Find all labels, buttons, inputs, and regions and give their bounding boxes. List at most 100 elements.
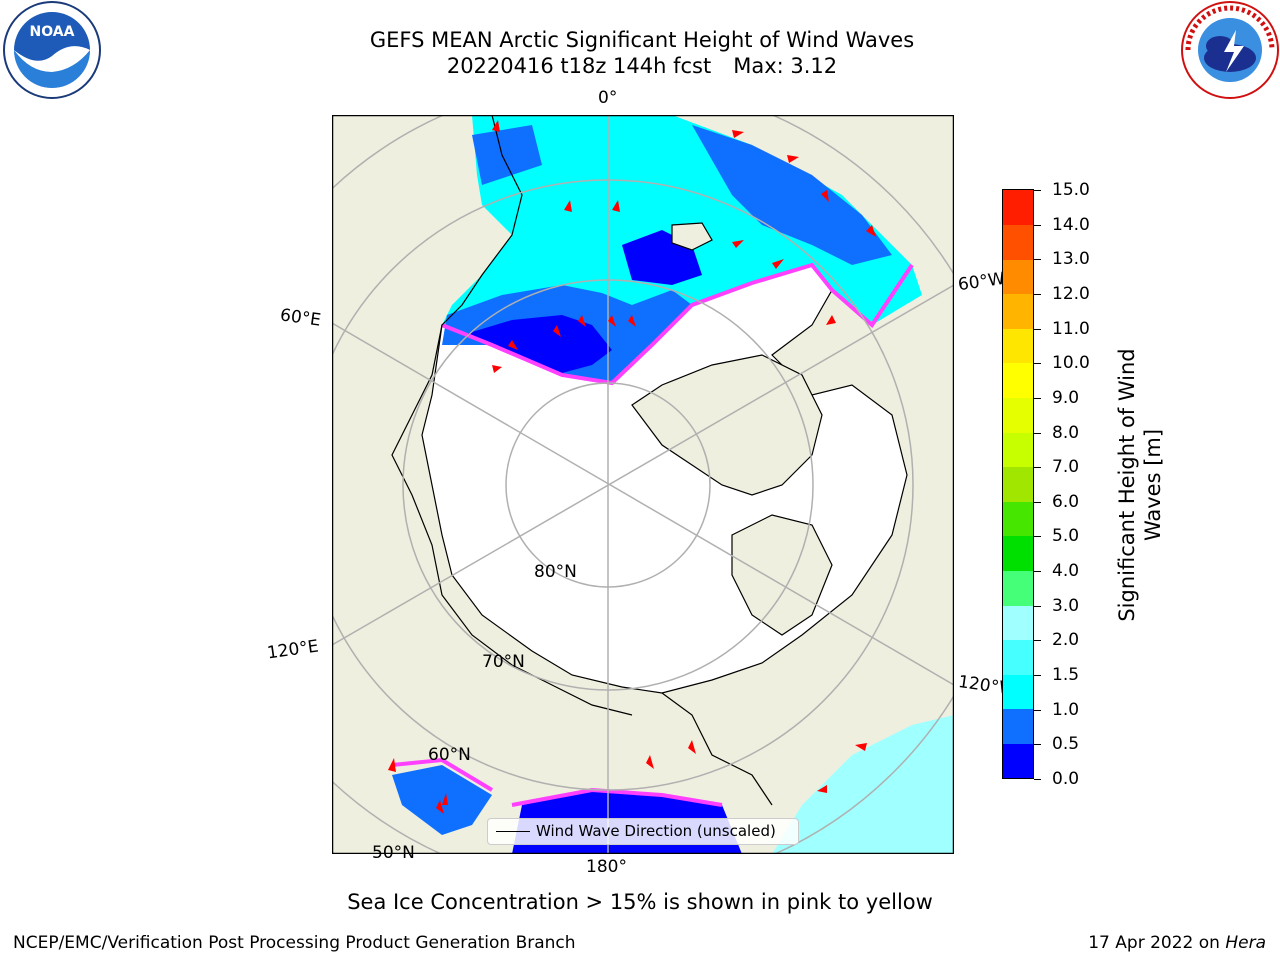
colorbar-segment	[1003, 432, 1033, 468]
colorbar-tick-label: 15.0	[1052, 180, 1090, 200]
colorbar-tick-label: 5.0	[1052, 526, 1080, 547]
colorbar-tick	[1034, 709, 1041, 711]
colorbar-tick-label: 11.0	[1052, 318, 1090, 339]
label-lon-120e: 120°E	[265, 636, 320, 664]
wind-arrow	[608, 315, 616, 327]
wind-arrow	[732, 240, 744, 248]
colorbar-segment	[1003, 570, 1033, 606]
colorbar-tick-label: 8.0	[1052, 422, 1080, 443]
chart-subtitle: 20220416 t18z 144h fcst Max: 3.12	[0, 53, 1280, 79]
colorbar-tick	[1034, 328, 1041, 330]
wind-arrow	[772, 259, 784, 269]
wind-arrow	[787, 155, 799, 163]
wind-arrow	[732, 130, 744, 138]
colorbar-segment	[1003, 605, 1033, 641]
colorbar-tick-label: 12.0	[1052, 283, 1090, 304]
colorbar-segment	[1003, 674, 1033, 710]
datestamp-host: Hera	[1225, 933, 1266, 953]
wind-arrow	[646, 755, 654, 769]
colorbar-tick-label: 1.5	[1052, 665, 1080, 686]
colorbar-segment	[1003, 535, 1033, 571]
wind-arrow	[436, 800, 444, 814]
colorbar-tick	[1034, 571, 1041, 573]
noaa-logo-text: NOAA	[30, 24, 75, 40]
colorbar-tick	[1034, 467, 1041, 469]
colorbar-segment	[1003, 362, 1033, 399]
wind-arrow	[492, 365, 502, 373]
sea-ice-edge-bering	[511, 787, 723, 807]
wind-arrow	[628, 315, 636, 327]
colorbar-title-line2: Waves [m]	[1141, 428, 1165, 542]
wind-arrow	[578, 315, 586, 327]
wind-arrow	[492, 120, 500, 132]
wind-arrow	[553, 325, 561, 337]
wind-arrow	[508, 340, 518, 350]
colorbar	[1002, 189, 1034, 779]
wind-arrow	[612, 200, 620, 212]
canadian-archipelago-coast	[731, 514, 833, 636]
colorbar-tick	[1034, 363, 1041, 365]
colorbar-tick	[1034, 640, 1041, 642]
sea-ice-footnote: Sea Ice Concentration > 15% is shown in …	[347, 890, 933, 914]
legend-line-sample	[496, 831, 530, 832]
sea-ice-edge-atlantic	[441, 262, 914, 386]
colorbar-tick-label: 10.0	[1052, 353, 1090, 374]
sea-ice-edge-okhotsk	[391, 757, 494, 792]
chart-title: GEFS MEAN Arctic Significant Height of W…	[369, 28, 915, 52]
colorbar-title: Significant Height of Wind Waves [m]	[1114, 348, 1166, 621]
wind-arrow	[688, 740, 696, 754]
wind-arrow	[817, 785, 827, 793]
max-value: Max: 3.12	[733, 54, 838, 78]
wind-direction-legend: Wind Wave Direction (unscaled)	[487, 818, 799, 845]
colorbar-segment	[1003, 466, 1033, 502]
forecast-run: 20220416 t18z 144h fcst	[446, 54, 712, 78]
pacific-wave-area-right	[772, 715, 954, 854]
label-lat-70: 70°N	[482, 652, 525, 672]
colorbar-tick	[1034, 397, 1041, 399]
colorbar-tick-label: 14.0	[1052, 214, 1090, 235]
colorbar-tick	[1034, 432, 1041, 434]
colorbar-tick	[1034, 259, 1041, 261]
wind-arrow	[855, 743, 867, 751]
wind-arrow	[442, 793, 448, 805]
okhotsk-wave-area	[392, 765, 492, 835]
colorbar-tick-label: 13.0	[1052, 249, 1090, 270]
wind-arrow	[866, 225, 876, 237]
colorbar-tick	[1034, 744, 1041, 746]
siberia-coast	[391, 324, 633, 716]
barents-low-wave-area	[462, 315, 612, 373]
colorbar-segment	[1003, 743, 1033, 779]
meridian-60e-120w	[332, 322, 954, 686]
wind-arrow	[564, 200, 572, 212]
colorbar-tick	[1034, 675, 1041, 677]
colorbar-tick-label: 7.0	[1052, 457, 1080, 478]
label-lat-60: 60°N	[428, 745, 471, 765]
colorbar-title-line1: Significant Height of Wind	[1115, 348, 1139, 622]
label-lat-50: 50°N	[372, 843, 415, 863]
colorbar-tick	[1034, 501, 1041, 503]
colorbar-tick-label: 0.0	[1052, 769, 1080, 789]
wind-arrow	[821, 190, 829, 202]
greenland-coast	[631, 354, 823, 496]
alaska-coast	[661, 692, 773, 806]
label-lon-0: 0°	[598, 88, 618, 108]
colorbar-segment	[1003, 224, 1033, 260]
polar-map	[331, 114, 955, 855]
colorbar-tick	[1034, 293, 1041, 295]
colorbar-tick	[1034, 190, 1041, 191]
datestamp: 17 Apr 2022 on Hera	[1088, 933, 1266, 953]
greenland-sea-wave-area	[472, 125, 542, 185]
colorbar-tick	[1034, 536, 1041, 538]
scandinavia-coast	[441, 115, 523, 326]
colorbar-tick-label: 6.0	[1052, 491, 1080, 512]
colorbar-segment	[1003, 190, 1033, 226]
label-lat-80: 80°N	[534, 562, 577, 582]
datestamp-date: 17 Apr 2022 on	[1088, 933, 1220, 953]
map-border	[331, 114, 955, 855]
colorbar-segment	[1003, 293, 1033, 329]
colorbar-tick-label: 1.0	[1052, 699, 1080, 720]
label-lon-60w: 60°W	[956, 268, 1007, 296]
colorbar-tick	[1034, 224, 1041, 226]
colorbar-tick-label: 4.0	[1052, 561, 1080, 582]
colorbar-tick	[1034, 605, 1041, 607]
